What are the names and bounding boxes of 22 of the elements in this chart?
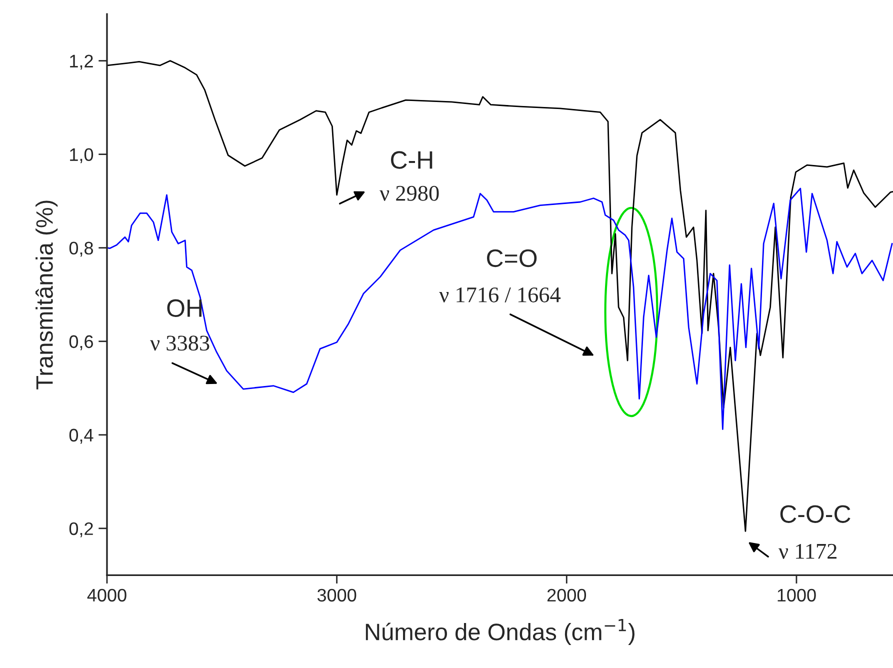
x-tick-label: 1000 (778, 588, 816, 602)
y-tick-label: 1,0 (70, 148, 94, 164)
y-tick-label: 0,8 (69, 242, 94, 257)
annotation: C-O-C (780, 505, 850, 523)
x-tick-label: 2000 (547, 588, 586, 602)
y-tick-label: 0,6 (69, 335, 93, 350)
line-series (106, 60, 893, 532)
annotation: ν 1716 / 1664 (439, 287, 561, 302)
annotation: ν 1172 (778, 544, 836, 559)
line-series (106, 188, 893, 430)
annotation: C=O (487, 249, 537, 268)
x-axis-title: Número de Ondas (cm$^{−1}$) (366, 619, 634, 646)
y-tick-label: 0,4 (69, 428, 94, 444)
annotation: ν 3383 (150, 336, 210, 351)
y-tick-label: 0,2 (69, 522, 93, 538)
y-tick-label: 1,2 (70, 54, 93, 70)
x-tick-label: 4000 (87, 588, 126, 602)
annotation: C-H (391, 151, 432, 169)
annotation: ν 2980 (380, 186, 439, 201)
x-tick-label: 3000 (317, 588, 356, 602)
y-axis-title: Transmitância (%) (35, 200, 58, 390)
annotation: OH (167, 299, 202, 318)
